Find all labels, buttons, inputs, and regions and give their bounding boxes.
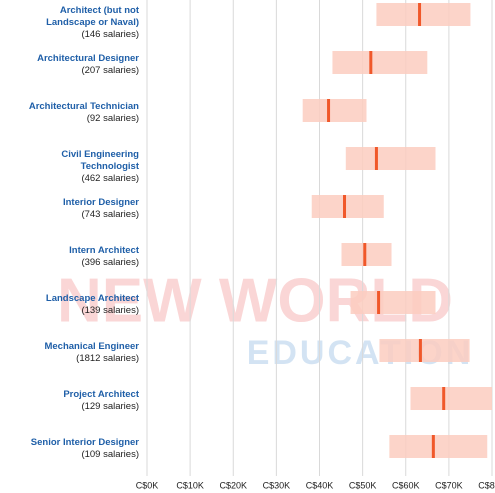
- salary-count: (462 salaries): [81, 173, 139, 184]
- x-tick-label: C$10K: [176, 480, 204, 490]
- job-title: Architectural Technician: [28, 101, 139, 112]
- job-title: Project Architect: [63, 389, 139, 400]
- median-marker: [377, 291, 381, 314]
- range-bar: [302, 99, 367, 122]
- x-tick-label: C$0K: [136, 480, 159, 490]
- row-label: Architectural Designer (207 salaries): [10, 53, 139, 77]
- salary-count: (207 salaries): [81, 65, 139, 76]
- row-label: Project Architect (129 salaries): [10, 389, 139, 413]
- salary-count: (109 salaries): [81, 449, 139, 460]
- row-label: Landscape Architect (139 salaries): [10, 293, 139, 317]
- job-title: Interior Designer: [62, 197, 139, 208]
- median-marker: [327, 99, 331, 122]
- row-label: Senior Interior Designer (109 salaries): [10, 437, 139, 461]
- salary-count: (146 salaries): [81, 29, 139, 40]
- median-marker: [374, 147, 378, 170]
- x-tick-label: C$80K: [478, 480, 495, 490]
- salary-count: (92 salaries): [86, 113, 139, 124]
- salary-count: (129 salaries): [81, 401, 139, 412]
- x-tick-label: C$50K: [349, 480, 377, 490]
- x-tick-label: C$70K: [435, 480, 463, 490]
- job-title: Mechanical Engineer: [44, 341, 139, 352]
- median-marker: [442, 387, 446, 410]
- median-marker: [431, 435, 435, 458]
- row-label: Architectural Technician (92 salaries): [10, 101, 139, 125]
- x-tick-label: C$20K: [219, 480, 247, 490]
- job-title: Intern Architect: [69, 245, 139, 256]
- range-bar: [410, 387, 492, 410]
- range-bar: [332, 51, 428, 74]
- range-bar: [379, 339, 470, 362]
- median-marker: [418, 3, 422, 26]
- row-label: Interior Designer (743 salaries): [10, 197, 139, 221]
- salary-count: (396 salaries): [81, 257, 139, 268]
- range-bar: [311, 195, 384, 218]
- row-label: Mechanical Engineer (1812 salaries): [10, 341, 139, 365]
- median-marker: [343, 195, 347, 218]
- job-title: Senior Interior Designer: [30, 437, 139, 448]
- range-bar: [345, 147, 436, 170]
- x-tick-label: C$30K: [263, 480, 291, 490]
- salary-count: (139 salaries): [81, 305, 139, 316]
- job-title: Civil Engineering Technologist: [61, 149, 139, 172]
- median-marker: [369, 51, 373, 74]
- job-title: Architectural Designer: [37, 53, 139, 64]
- range-bar: [350, 291, 436, 314]
- job-title: Landscape Architect: [45, 293, 139, 304]
- row-label: Intern Architect (396 salaries): [10, 245, 139, 269]
- range-bar: [341, 243, 392, 266]
- row-label: Architect (but not Landscape or Naval) (1…: [10, 5, 139, 41]
- median-marker: [363, 243, 367, 266]
- range-bar: [376, 3, 471, 26]
- row-label: Civil Engineering Technologist (462 salar…: [10, 149, 139, 185]
- salary-count: (743 salaries): [81, 209, 139, 220]
- range-bar: [389, 435, 488, 458]
- x-tick-label: C$60K: [392, 480, 420, 490]
- salary-count: (1812 salaries): [76, 353, 139, 364]
- job-title: Architect (but not Landscape or Naval): [46, 5, 139, 28]
- median-marker: [418, 339, 422, 362]
- x-tick-label: C$40K: [306, 480, 334, 490]
